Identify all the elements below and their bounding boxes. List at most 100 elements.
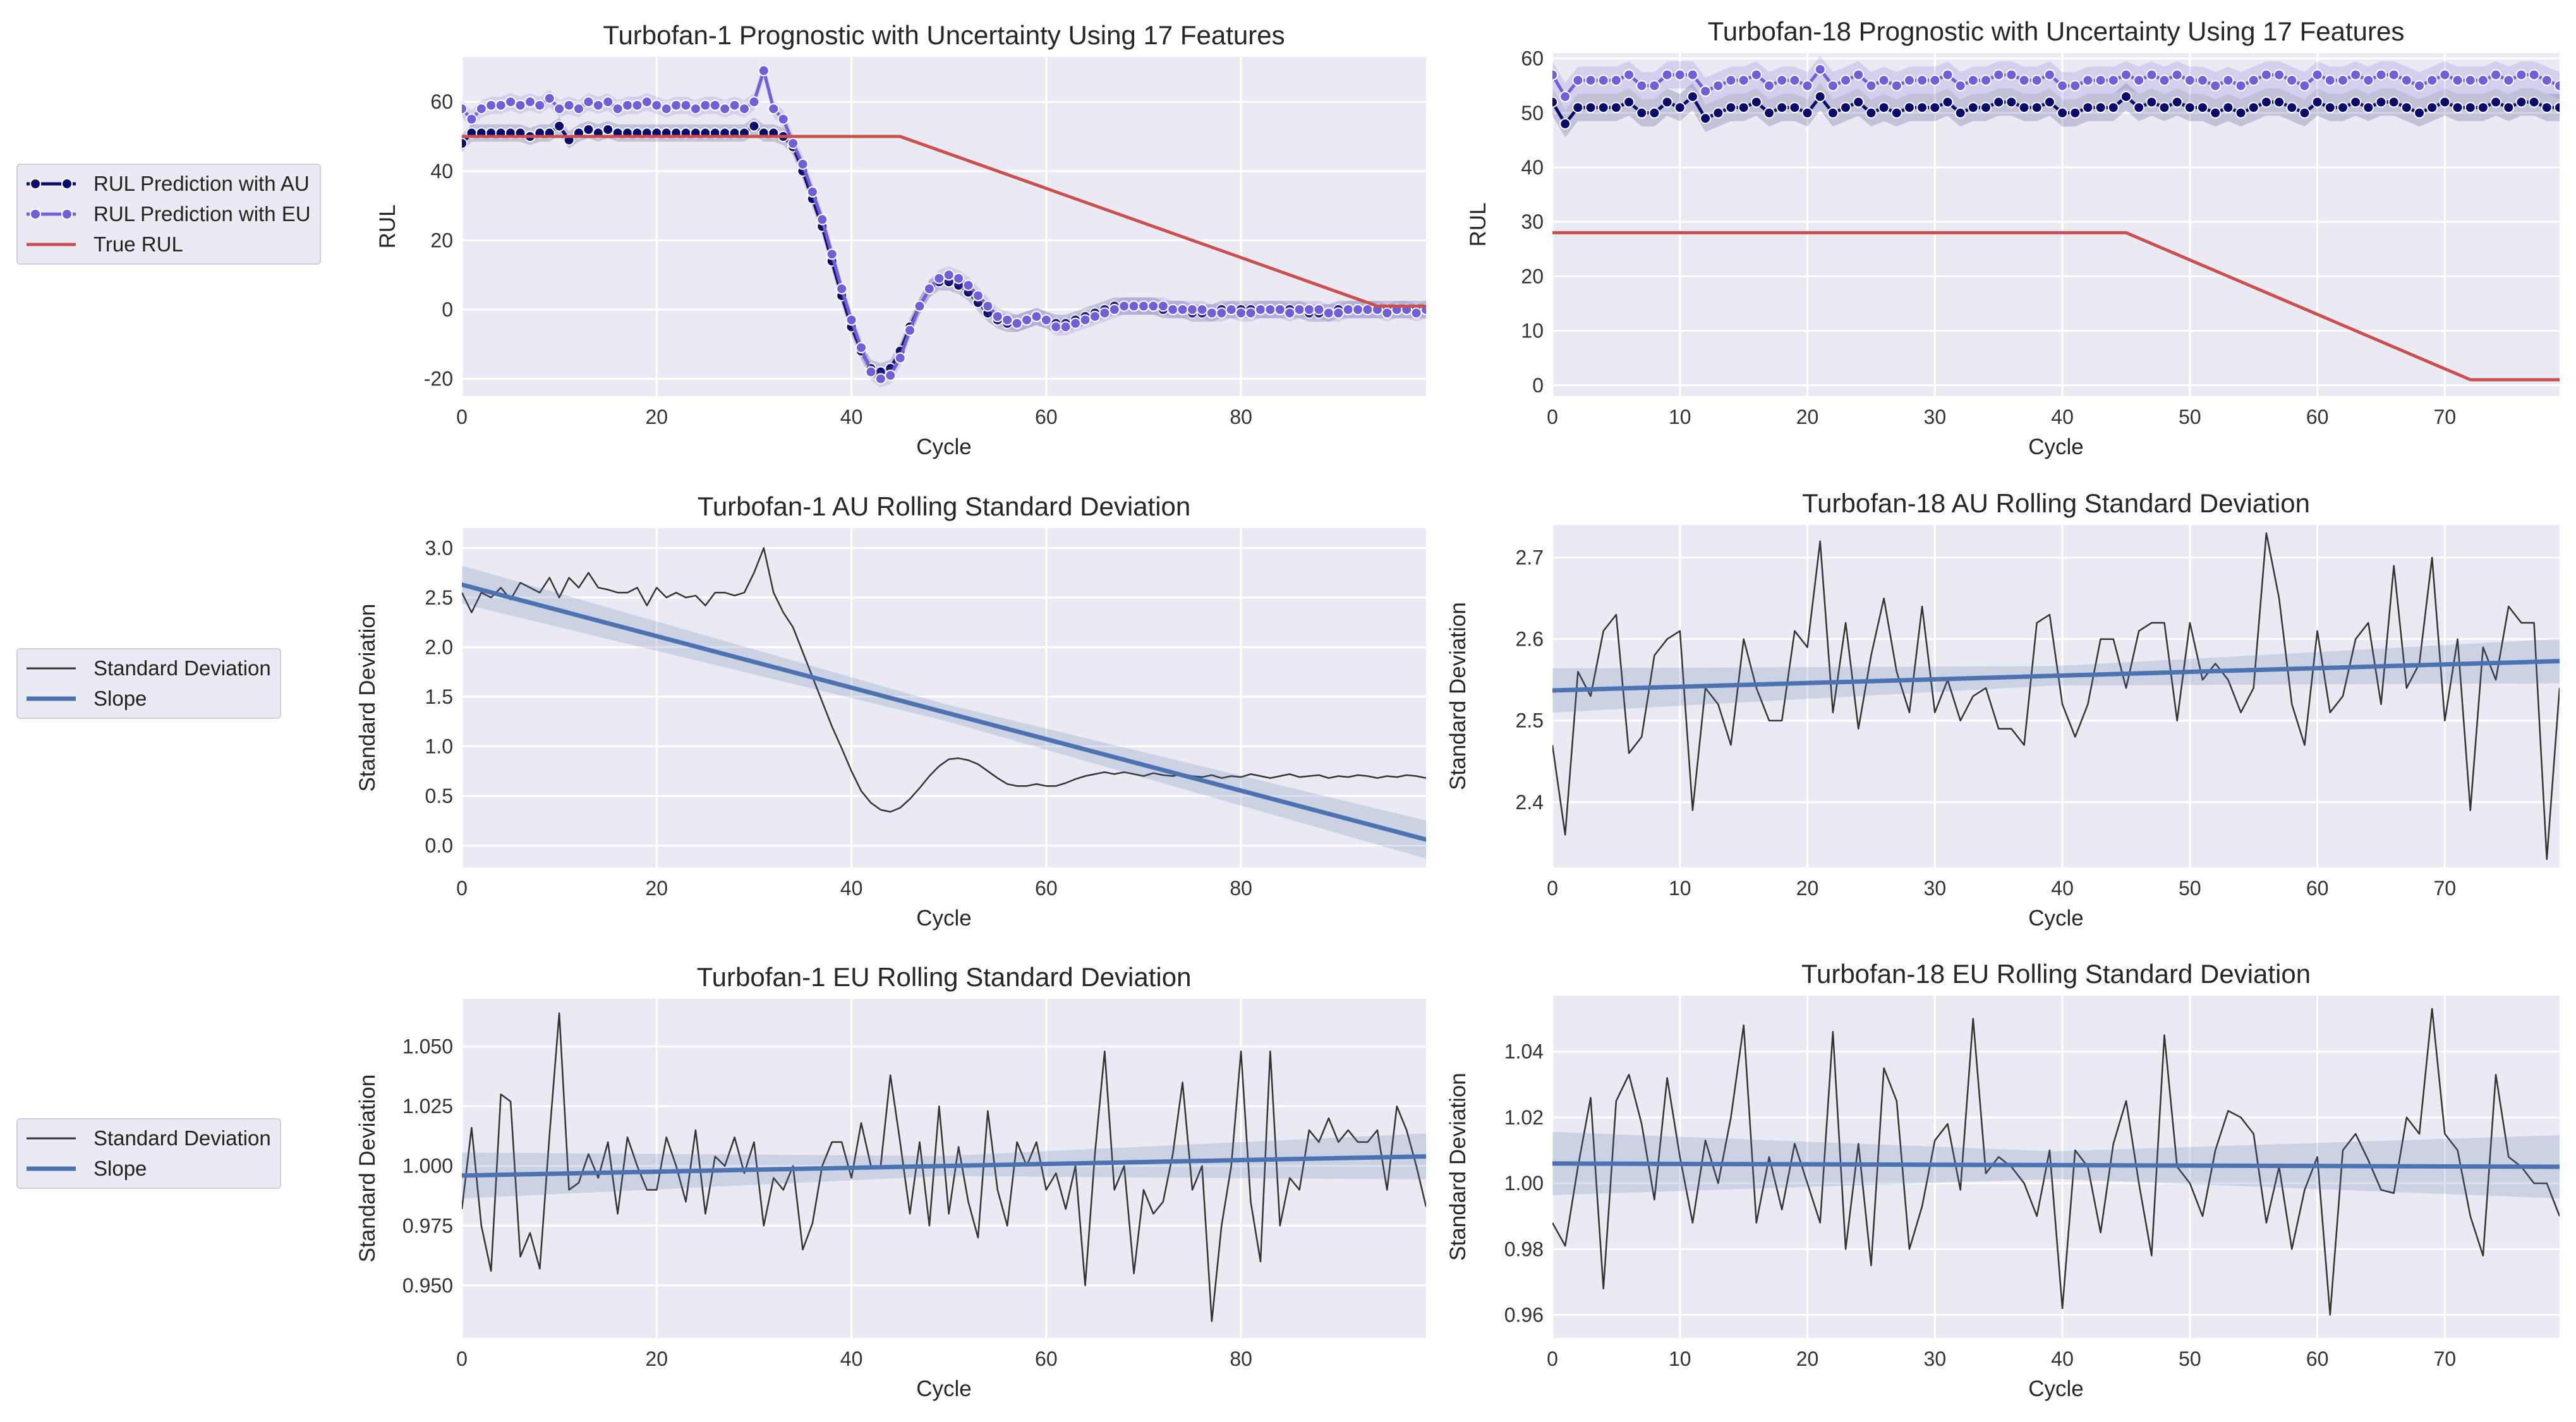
data-point xyxy=(1890,80,1902,92)
data-point xyxy=(1597,102,1609,114)
data-point xyxy=(768,103,780,115)
legend-label: True RUL xyxy=(94,232,183,256)
data-point xyxy=(1274,304,1286,316)
data-point xyxy=(1980,75,1992,87)
data-point xyxy=(1559,90,1571,102)
legend-swatch xyxy=(27,208,76,220)
data-point xyxy=(2235,80,2247,92)
data-point xyxy=(1196,304,1208,316)
data-point xyxy=(1572,75,1584,87)
data-point xyxy=(1610,75,1622,87)
y-tick-label: 20 xyxy=(430,229,453,251)
data-point xyxy=(933,272,945,284)
data-point xyxy=(1750,96,1762,108)
data-point xyxy=(2031,75,2043,87)
data-point xyxy=(2120,69,2132,81)
data-point xyxy=(748,120,760,132)
data-point xyxy=(505,96,517,108)
data-point xyxy=(2146,96,2158,108)
data-point xyxy=(1167,304,1179,316)
data-point xyxy=(991,310,1003,322)
x-tick-label: 0 xyxy=(456,1347,468,1370)
chart-t1-eu-std: 0 20 40 60 80 0.950 0.975 1.000 1.025 1.050 Turbof… xyxy=(355,962,1426,1401)
data-point xyxy=(1362,304,1374,316)
chart-t18-prognostic: 0 10 20 30 40 50 60 70 0 10 20 30 40 50 60 Turbofan-18 … xyxy=(1466,16,2560,459)
y-axis-label: RUL xyxy=(1466,202,1491,246)
data-point xyxy=(1060,321,1072,333)
slope-line xyxy=(1552,659,2560,693)
y-tick-label: 1.0 xyxy=(425,735,453,757)
plot-area xyxy=(462,57,1426,396)
data-point xyxy=(1147,300,1159,312)
data-point xyxy=(787,137,799,149)
data-point xyxy=(2031,102,2043,114)
data-point xyxy=(631,99,643,111)
data-point xyxy=(943,269,955,281)
data-point xyxy=(2541,102,2553,114)
data-point xyxy=(2464,102,2476,114)
chart-title: Turbofan-18 AU Rolling Standard Deviatio… xyxy=(1802,488,2310,518)
legend-swatch xyxy=(27,696,76,701)
chart-t18-eu-std: 0 10 20 30 40 50 60 70 0.96 0.98 1.00 1.02 1.04 Turbo… xyxy=(1446,959,2560,1401)
y-tick-label: 0.950 xyxy=(402,1274,453,1297)
legend-entry: Slope xyxy=(24,684,271,714)
y-tick-label: 2.6 xyxy=(1516,628,1544,651)
x-tick-label: 70 xyxy=(2434,1347,2457,1370)
data-point xyxy=(2273,69,2285,81)
data-point xyxy=(1980,102,1992,114)
x-tick-label: 60 xyxy=(1035,1347,1058,1370)
data-point xyxy=(1128,300,1140,312)
y-tick-label: 0.98 xyxy=(1504,1238,1544,1260)
y-tick-label: 1.5 xyxy=(425,685,453,708)
legend-entry: Standard Deviation xyxy=(24,1123,271,1154)
legend-swatch xyxy=(27,178,76,190)
data-point xyxy=(1942,96,1954,108)
legend-label: RUL Prediction with AU xyxy=(94,172,310,195)
data-point xyxy=(719,103,731,115)
y-tick-label: 40 xyxy=(1521,156,1544,179)
y-tick-label: 1.025 xyxy=(402,1095,453,1118)
x-tick-label: 40 xyxy=(840,877,863,900)
y-tick-label: 2.0 xyxy=(425,636,453,658)
x-tick-label: 20 xyxy=(1796,1347,1819,1370)
legend-eu-std: Standard Deviation Slope xyxy=(16,1118,281,1189)
data-point xyxy=(923,283,935,295)
data-point xyxy=(2082,102,2094,114)
data-point xyxy=(1878,102,1890,114)
data-point xyxy=(1954,107,1966,119)
data-point xyxy=(2197,102,2209,114)
data-point xyxy=(1187,304,1199,316)
data-point xyxy=(1070,317,1082,329)
data-point xyxy=(2414,80,2426,92)
y-axis-label: Standard Deviation xyxy=(1446,602,1470,790)
data-point xyxy=(2222,102,2234,114)
data-point xyxy=(1929,102,1941,114)
data-point xyxy=(1814,63,1826,75)
data-point xyxy=(2210,80,2222,92)
data-point xyxy=(1001,314,1013,326)
data-point xyxy=(2018,75,2030,87)
y-tick-label: 1.02 xyxy=(1504,1106,1544,1129)
data-point xyxy=(1099,307,1111,319)
data-point xyxy=(514,99,526,111)
data-point xyxy=(660,103,672,115)
x-tick-label: 60 xyxy=(1035,877,1058,900)
legend-entry: Slope xyxy=(24,1154,271,1184)
data-point xyxy=(709,99,721,111)
data-point xyxy=(2273,96,2285,108)
data-point xyxy=(2146,69,2158,81)
data-point xyxy=(2362,102,2374,114)
data-point xyxy=(680,99,692,111)
data-point xyxy=(1942,69,1954,81)
data-point xyxy=(1648,107,1660,119)
data-point xyxy=(865,366,877,378)
legend-label: Standard Deviation xyxy=(94,656,271,680)
data-point xyxy=(1313,304,1325,316)
chart-title: Turbofan-18 Prognostic with Uncertainty … xyxy=(1708,16,2405,46)
data-point xyxy=(2286,102,2298,114)
data-point xyxy=(1993,96,2005,108)
data-point xyxy=(1700,85,1712,97)
data-point xyxy=(622,99,634,111)
data-point xyxy=(2554,102,2560,114)
data-point xyxy=(563,99,575,111)
